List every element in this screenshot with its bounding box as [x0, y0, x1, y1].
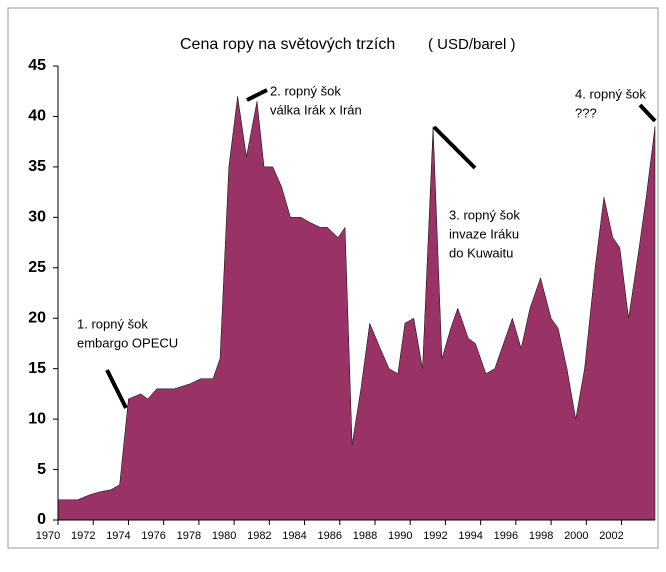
annotation-text: invaze Iráku: [449, 226, 519, 241]
y-tick-label: 25: [28, 259, 46, 276]
annotation-box: [445, 204, 545, 266]
annotation-pointer: [105, 369, 128, 409]
chart-subtitle: ( USD/barel ): [428, 36, 516, 53]
y-tick-label: 45: [28, 57, 46, 74]
annotation-text: 2. ropný šok: [270, 83, 341, 98]
x-tick-label: 1994: [458, 530, 482, 542]
annotation-box: [266, 80, 380, 122]
y-tick-label: 30: [28, 209, 46, 226]
x-tick-label: 1972: [71, 530, 95, 542]
x-tick-label: 1988: [353, 530, 377, 542]
x-tick-label: 1984: [282, 530, 306, 542]
y-tick-label: 35: [28, 158, 46, 175]
y-tick-label: 20: [28, 309, 46, 326]
annotation-text: do Kuwaitu: [449, 245, 513, 260]
y-tick-label: 0: [37, 511, 46, 528]
area: [57, 96, 656, 521]
x-tick-label: 1990: [388, 530, 412, 542]
x-tick-label: 1978: [177, 530, 201, 542]
annotation-text: válka Irák x Irán: [270, 102, 362, 117]
x-tick-label: 2000: [564, 530, 588, 542]
y-tick-label: 5: [37, 461, 46, 478]
x-tick-label: 1970: [36, 530, 60, 542]
x-tick-label: 1974: [106, 530, 130, 542]
y-tick-label: 10: [28, 410, 46, 427]
plot-area: 0 5 10 15 20 25 30 35 40 45 1970 1972 1974 1976 1978 19…: [28, 57, 656, 542]
annotation-pointer: [432, 125, 477, 170]
x-tick-label: 1980: [212, 530, 236, 542]
x-tick-label: 1976: [141, 530, 165, 542]
y-tick-label: 40: [28, 108, 46, 125]
annotation-text: 3. ropný šok: [449, 207, 520, 222]
annotation-text: 4. ropný šok: [575, 86, 646, 101]
x-tick-label: 1986: [318, 530, 342, 542]
annotation-text: embargo OPECU: [77, 335, 178, 350]
annotations: 1. ropný šok embargo OPECU 2. ropný šok vál…: [73, 80, 657, 409]
annotation-box: [571, 83, 640, 125]
x-tick-label: 1998: [529, 530, 553, 542]
annotation-text: 1. ropný šok: [77, 316, 148, 331]
y-tick-label: 15: [28, 360, 46, 377]
x-tick-label: 1992: [423, 530, 447, 542]
x-tick-label: 2002: [599, 530, 623, 542]
x-tick-label: 1982: [247, 530, 271, 542]
annotation-box: [73, 313, 196, 361]
chart-title: Cena ropy na světových trzích: [180, 36, 395, 53]
annotation-pointer: [638, 103, 657, 123]
annotation-pointer: [246, 88, 268, 102]
annotation-text: ???: [575, 105, 597, 120]
x-tick-label: 1996: [494, 530, 518, 542]
